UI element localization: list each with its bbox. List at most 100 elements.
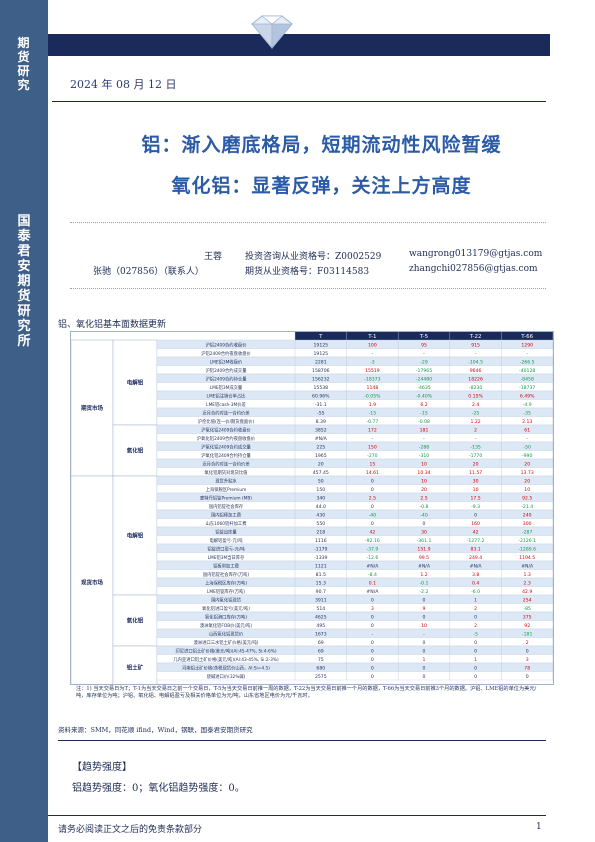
table-cell: 42.9 bbox=[522, 589, 532, 595]
table-cell: 10 bbox=[421, 623, 427, 629]
row-label: 上海保税区Premium bbox=[206, 486, 247, 493]
header-divider bbox=[52, 101, 546, 102]
table-cell: #N/A bbox=[521, 563, 534, 569]
table-cell: 10 bbox=[421, 461, 427, 467]
table-cell: 50 bbox=[318, 478, 324, 484]
row-label: 上海保税区库存(万吨) bbox=[205, 579, 247, 586]
table-cell: - bbox=[372, 352, 374, 357]
author-license-2: 期货从业资格号：F03114583 bbox=[245, 267, 370, 277]
row-label: 澳洲氧化铝FOB价(美元/吨) bbox=[200, 622, 253, 629]
table-cell: 1194.5 bbox=[519, 555, 535, 561]
table-header-1: T bbox=[318, 334, 323, 340]
table-cell: -1770 bbox=[469, 453, 482, 459]
table-cell: 0.15% bbox=[468, 393, 483, 399]
table-cell: -288 bbox=[419, 444, 430, 450]
table-cell: 3852 bbox=[315, 427, 327, 433]
table-cell: 83.1 bbox=[470, 546, 480, 552]
row-label: 沪氧化铝2409合约成交量 bbox=[201, 443, 251, 450]
row-label: 氧化铝港口库存(万吨) bbox=[205, 613, 247, 620]
table-cell: -0.08 bbox=[418, 419, 430, 425]
table-cell: 20 bbox=[524, 461, 530, 467]
table-cell: 6.49% bbox=[520, 393, 535, 399]
row-label: 国内铝锭社会库存(万吨) bbox=[203, 571, 250, 578]
title-divider bbox=[70, 222, 546, 223]
row-label: 几内亚进口铝土矿价格(美元/吨)(Al:43-45%, Si:2-3%) bbox=[173, 656, 279, 663]
table-cell: 2.5 bbox=[420, 495, 427, 501]
table-cell: 60.96% bbox=[312, 393, 330, 399]
row-label: 沪氧化铝2409合约收盘价 bbox=[201, 426, 251, 433]
table-cell: - bbox=[526, 437, 528, 442]
row-label: LME铝3M当日库存 bbox=[208, 554, 245, 561]
table-cell: 0 bbox=[423, 597, 426, 603]
row-label: 沪铝2409合约成交量 bbox=[205, 367, 247, 374]
group-l2-cell bbox=[112, 475, 158, 596]
group-l1-label: 现货市场 bbox=[81, 578, 104, 586]
group-l1-cell bbox=[71, 339, 114, 477]
table-cell: 15519 bbox=[365, 368, 380, 374]
table-cell: 0 bbox=[371, 614, 374, 620]
table-cell: - bbox=[423, 437, 425, 442]
table-cell: 9646 bbox=[470, 368, 482, 374]
table-cell: 249.4 bbox=[469, 555, 482, 561]
table-cell: 15 bbox=[369, 461, 375, 467]
table-cell: 0.1 bbox=[369, 580, 376, 586]
table-cell: 375 bbox=[523, 614, 532, 620]
table-cell: -40 bbox=[420, 512, 428, 518]
table-cell: 0 bbox=[474, 512, 477, 518]
table-cell: 0 bbox=[371, 521, 374, 527]
table-cell: - bbox=[372, 437, 374, 442]
table-cell: -40128 bbox=[519, 368, 535, 374]
table-cell: 457.45 bbox=[313, 470, 329, 476]
table-cell: 0 bbox=[423, 665, 426, 671]
table-cell: 1 bbox=[474, 657, 477, 663]
table-cell: 1 bbox=[423, 657, 426, 663]
table-header-4: T-22 bbox=[469, 334, 482, 340]
table-cell: 10 bbox=[421, 478, 427, 484]
table-cell: 340 bbox=[316, 495, 325, 501]
table-cell: 0 bbox=[371, 674, 374, 680]
table-cell: 14.61 bbox=[366, 470, 379, 476]
table-cell: -2.2 bbox=[420, 589, 429, 595]
table-cell: 8.39 bbox=[316, 419, 326, 425]
table-cell: -1277.2 bbox=[467, 538, 485, 544]
table-cell: 3.8 bbox=[472, 572, 479, 578]
table-cell: #N/A bbox=[366, 563, 379, 569]
group-l2-label: 电解铝 bbox=[127, 379, 144, 387]
author-email-1[interactable]: wangrong013179@gtjas.com bbox=[409, 249, 543, 259]
table-cell: -8230 bbox=[469, 385, 482, 391]
table-cell: -0.77 bbox=[366, 419, 378, 425]
table-cell: -266.5 bbox=[520, 359, 535, 365]
row-label: 电解铝盈亏-元/吨 bbox=[209, 537, 243, 544]
table-cell: 160 bbox=[471, 521, 480, 527]
table-cell: -55 bbox=[317, 410, 325, 416]
table-cell: -18737 bbox=[519, 385, 535, 391]
row-label: 沪氧化铝2409合约夜盘收盘价 bbox=[197, 435, 256, 442]
group-l1-cell bbox=[71, 475, 114, 684]
sidebar: 期货研究 国泰君安期货研究所 bbox=[0, 0, 48, 842]
table-cell: 172 bbox=[368, 427, 377, 433]
table-cell: -4.9 bbox=[523, 402, 532, 408]
table-cell: 15.3 bbox=[316, 580, 326, 586]
table-cell: -361.1 bbox=[417, 538, 432, 544]
row-label: 氧化铝进口盈亏(美元/吨) bbox=[202, 605, 250, 612]
row-label: 沪铝2409合约持仓量 bbox=[205, 375, 247, 382]
group-l1-label: 期货市场 bbox=[81, 404, 104, 412]
table-cell: 240 bbox=[523, 512, 532, 518]
table-cell: 1.9 bbox=[369, 402, 376, 408]
table-cell: 9 bbox=[423, 606, 426, 612]
table-cell: -15 bbox=[420, 410, 428, 416]
table-row bbox=[156, 671, 553, 681]
table-header-2: T-1 bbox=[367, 334, 376, 340]
author-email-2[interactable]: zhangchi027856@gtjas.com bbox=[409, 264, 538, 274]
table-cell: 218 bbox=[316, 529, 325, 535]
table-cell: 92.5 bbox=[522, 495, 532, 501]
footer-divider bbox=[48, 815, 546, 816]
table-cell: -92.16 bbox=[365, 538, 380, 544]
row-label: 沪铝2409合约夜盘收盘价 bbox=[201, 350, 251, 357]
table-cell: 2.3 bbox=[524, 580, 531, 586]
table-cell: #N/A bbox=[418, 563, 431, 569]
table-cell: -1289.6 bbox=[518, 546, 536, 552]
table-cell: 42 bbox=[473, 529, 479, 535]
table-cell: 10 bbox=[473, 487, 479, 493]
table-cell: 0.4 bbox=[472, 580, 479, 586]
